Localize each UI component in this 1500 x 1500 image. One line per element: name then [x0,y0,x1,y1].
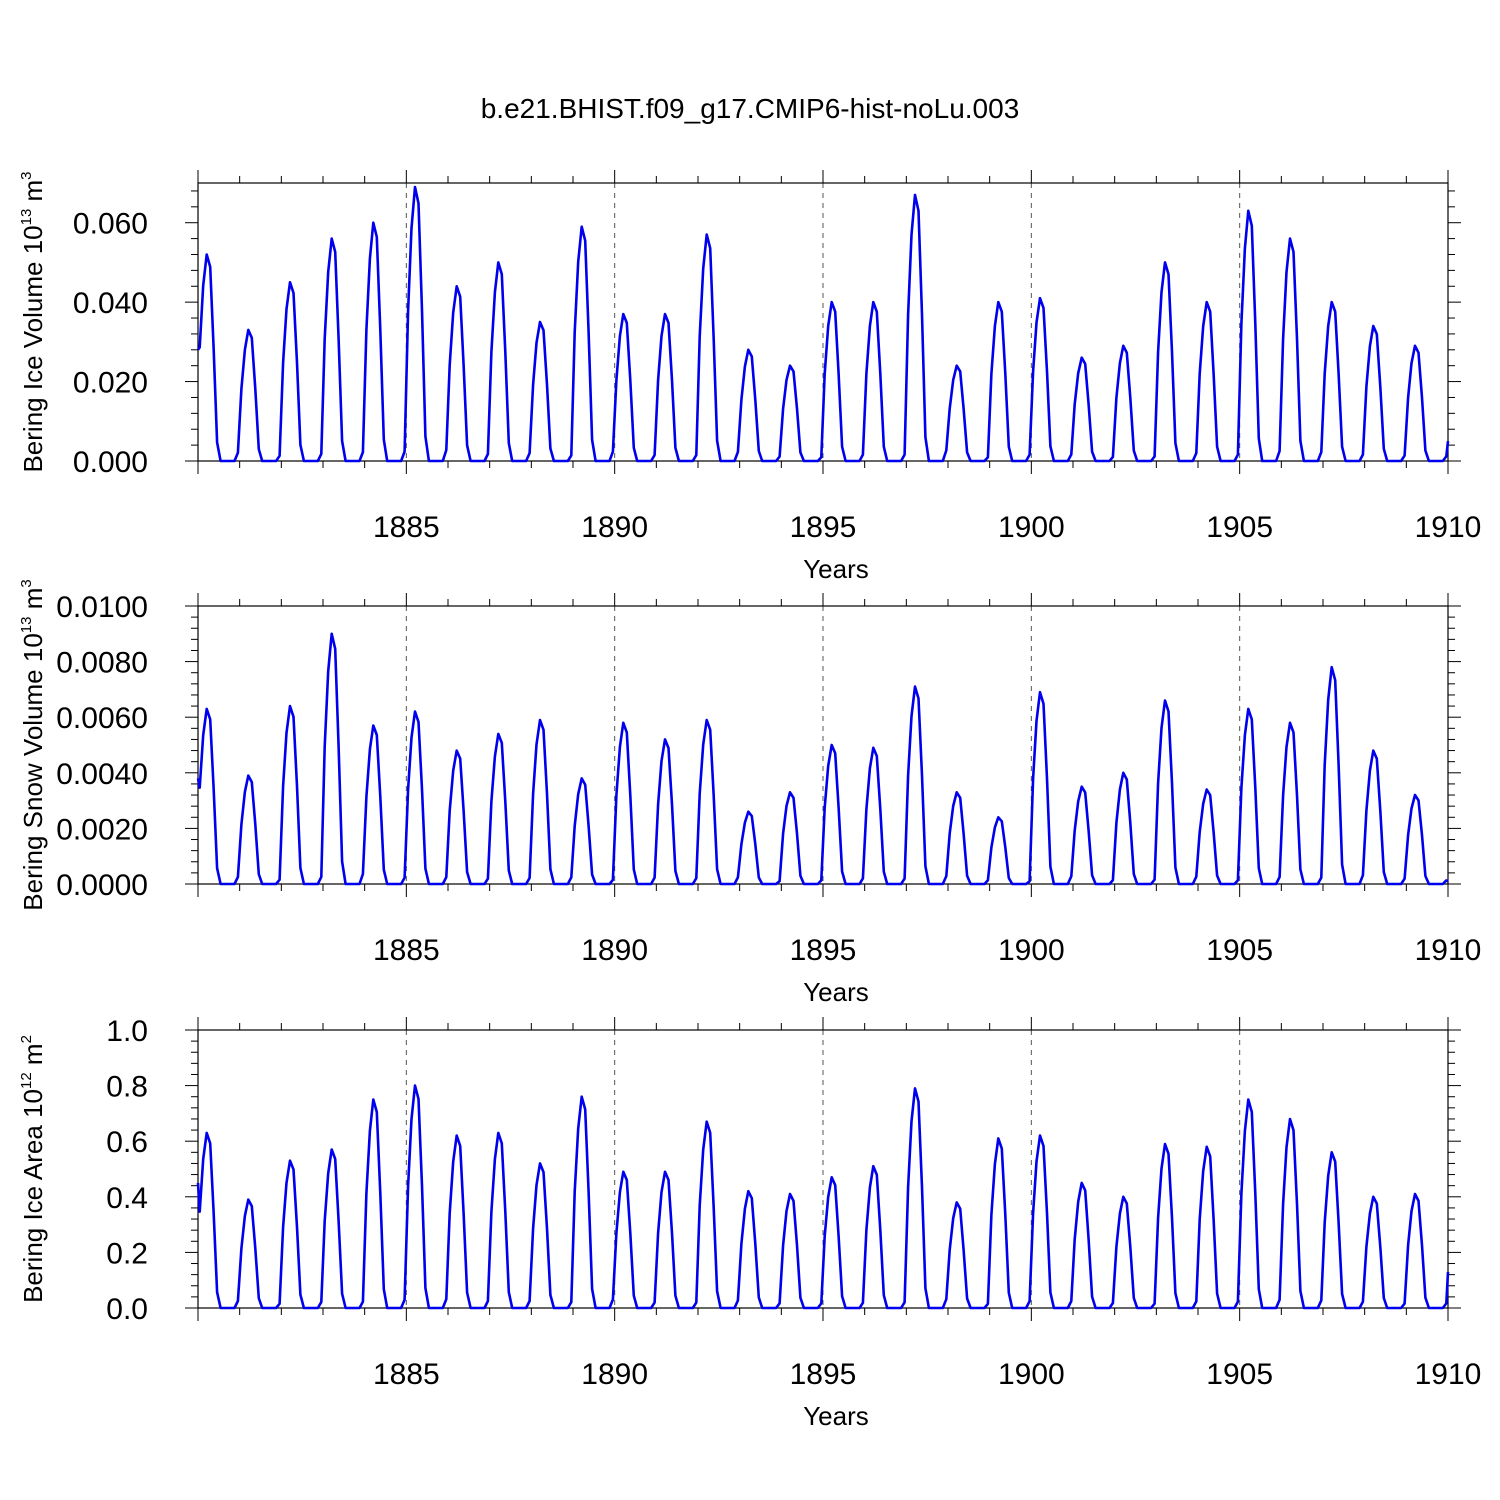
y-tick-label: 0.060 [73,208,148,241]
x-axis-label: Years [803,977,869,1007]
x-tick-label: 1890 [581,934,648,967]
x-tick-label: 1895 [790,1358,857,1391]
x-tick-label: 1895 [790,934,857,967]
x-tick-label: 1900 [998,1358,1065,1391]
y-axis-label-superscript: 12 [18,1072,35,1089]
y-tick-label: 0.0100 [56,591,148,624]
x-axis-label: Years [803,554,869,584]
y-axis-label-text: m [18,1043,48,1072]
x-axis-label: Years [803,1401,869,1431]
y-tick-label: 0.2 [106,1237,148,1270]
y-axis-label-text: m [18,588,48,617]
y-tick-label: 0.0060 [56,702,148,735]
y-axis-label-text: Bering Ice Volume 10 [18,225,48,472]
y-axis-label-text: Bering Ice Area 10 [18,1089,48,1303]
y-axis-label-superscript: 3 [18,579,35,587]
y-axis-label-superscript: 3 [18,171,35,179]
y-axis-label-superscript: 13 [18,209,35,226]
x-tick-label: 1885 [373,934,440,967]
x-tick-label: 1905 [1206,1358,1273,1391]
y-axis-label-superscript: 13 [18,617,35,634]
x-tick-label: 1910 [1415,934,1482,967]
x-tick-label: 1900 [998,934,1065,967]
chart-panel-3: 1885 1890 1895 1900 1905 1910 Years 0.0 0.2 0.4 0.… [18,1015,1481,1431]
series-line [196,1084,1450,1310]
y-axis-label-text: Bering Snow Volume 10 [18,633,48,911]
chart-panel-1: 1885 1890 1895 1900 1905 1910 Years 0.000 0.020 0… [18,170,1481,584]
x-tick-label: 1900 [998,511,1065,544]
series-line [196,185,1450,463]
x-tick-label: 1905 [1206,511,1273,544]
x-tick-label: 1910 [1415,511,1482,544]
x-tick-label: 1910 [1415,1358,1482,1391]
y-tick-label: 0.040 [73,287,148,320]
y-tick-label: 0.0 [106,1293,148,1326]
y-axis-label: Bering Ice Area 1012 m2 [18,1035,48,1303]
x-tick-label: 1905 [1206,934,1273,967]
panels: 1885 1890 1895 1900 1905 1910 Years 0.000 0.020 0… [18,170,1481,1431]
figure-title: b.e21.BHIST.f09_g17.CMIP6-hist-noLu.003 [481,93,1020,124]
y-axis-label-text: m [18,180,48,209]
x-tick-label: 1885 [373,1358,440,1391]
y-tick-label: 0.0040 [56,758,148,791]
y-tick-label: 1.0 [106,1015,148,1048]
x-tick-label: 1890 [581,511,648,544]
series-line [196,632,1449,886]
y-axis-label: Bering Snow Volume 1013 m3 [18,579,48,910]
y-tick-label: 0.000 [73,446,148,479]
y-tick-label: 0.020 [73,367,148,400]
y-tick-label: 0.4 [106,1182,148,1215]
x-tick-label: 1885 [373,511,440,544]
y-axis-label: Bering Ice Volume 1013 m3 [18,171,48,472]
y-tick-label: 0.0000 [56,869,148,902]
y-tick-label: 0.8 [106,1071,148,1104]
y-tick-label: 0.0080 [56,647,148,680]
x-tick-label: 1895 [790,511,857,544]
y-axis-label-superscript: 2 [18,1035,35,1043]
x-tick-label: 1890 [581,1358,648,1391]
chart-panel-2: 1885 1890 1895 1900 1905 1910 Years 0.0000 0.002… [18,579,1481,1007]
y-tick-label: 0.0020 [56,813,148,846]
y-tick-label: 0.6 [106,1126,148,1159]
